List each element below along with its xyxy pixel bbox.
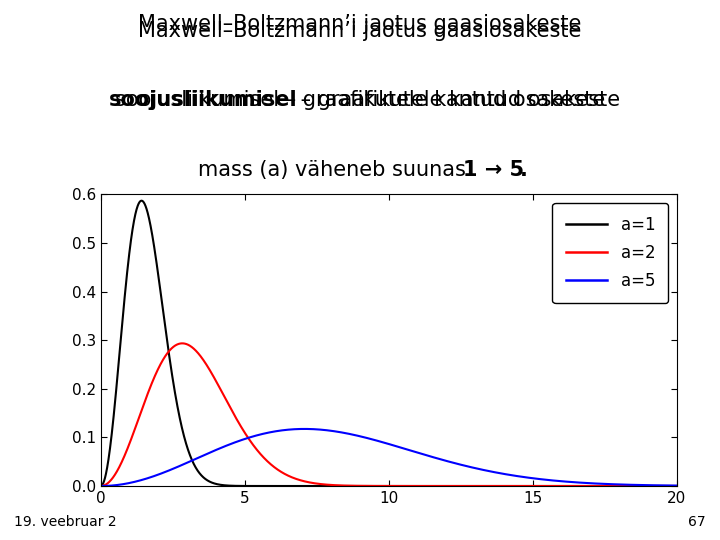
Text: Maxwell–Boltzmann’i jaotus gaasiosakeste: Maxwell–Boltzmann’i jaotus gaasiosakeste xyxy=(138,14,582,33)
a=1 xyxy=(197,471,205,478)
Line: a=5: a=5 xyxy=(101,429,677,486)
a=1 xyxy=(343,483,351,489)
a=2 xyxy=(96,483,105,489)
a=2 xyxy=(672,483,681,489)
a=1 xyxy=(138,198,146,204)
Text: soojusliikumisel – graafikutele kantud osakeste: soojusliikumisel – graafikutele kantud o… xyxy=(115,90,605,110)
a=5 xyxy=(318,427,326,433)
a=1 xyxy=(672,483,681,489)
Text: mass (a) väheneb suunas: mass (a) väheneb suunas xyxy=(198,160,472,180)
Text: .: . xyxy=(520,160,528,180)
a=5 xyxy=(662,482,670,489)
Text: 1 → 5: 1 → 5 xyxy=(463,160,524,180)
a=5 xyxy=(672,482,681,489)
a=1 xyxy=(599,483,608,489)
Text: – graafikutele kantud osakeste: – graafikutele kantud osakeste xyxy=(294,90,620,110)
a=5 xyxy=(96,483,105,489)
Text: soojusliikumisel: soojusliikumisel xyxy=(109,90,297,110)
Line: a=2: a=2 xyxy=(101,343,677,486)
a=2 xyxy=(318,481,326,488)
a=1 xyxy=(318,483,326,489)
Line: a=1: a=1 xyxy=(101,201,677,486)
Text: Maxwell–Boltzmann’i jaotus gaasiosakeste: Maxwell–Boltzmann’i jaotus gaasiosakeste xyxy=(138,21,582,40)
a=2 xyxy=(178,340,186,347)
a=5 xyxy=(343,430,351,437)
a=5 xyxy=(162,468,171,475)
a=1 xyxy=(96,483,105,489)
Text: 67: 67 xyxy=(688,515,706,529)
a=1 xyxy=(163,334,171,341)
a=5 xyxy=(300,426,309,432)
a=5 xyxy=(197,454,205,460)
Text: 19. veebruar 2: 19. veebruar 2 xyxy=(14,515,117,529)
Legend: a=1, a=2, a=5: a=1, a=2, a=5 xyxy=(552,202,668,303)
a=2 xyxy=(197,353,205,360)
a=2 xyxy=(599,483,608,489)
a=1 xyxy=(662,483,670,489)
a=2 xyxy=(662,483,670,489)
a=5 xyxy=(599,481,608,487)
a=2 xyxy=(162,351,171,357)
a=2 xyxy=(343,482,351,489)
